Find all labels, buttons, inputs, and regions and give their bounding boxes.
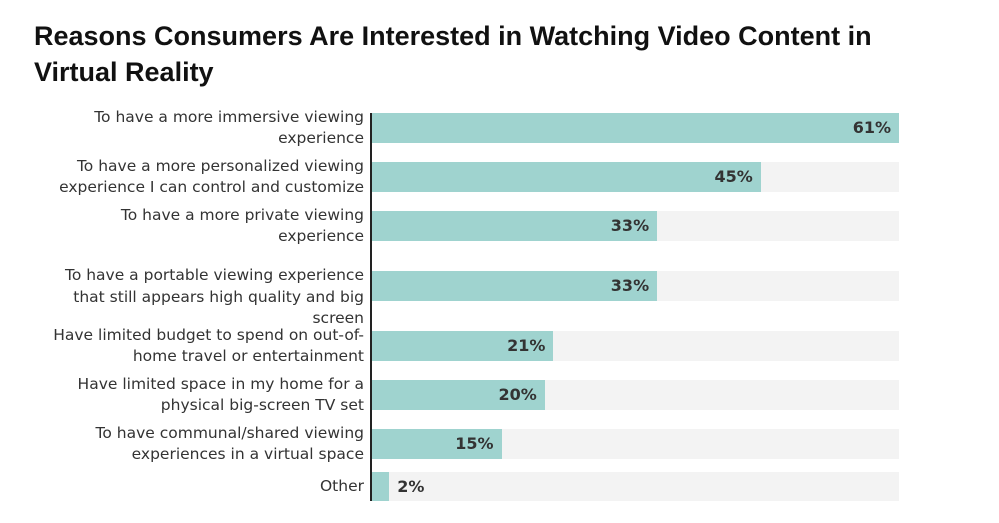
data-label: 45% — [714, 167, 753, 186]
data-label: 15% — [455, 434, 494, 453]
data-label: 61% — [852, 118, 891, 137]
category-label-line: Other — [319, 476, 364, 495]
category-label-line: experience — [278, 129, 364, 147]
category-label: To have communal/shared viewing experienc… — [96, 423, 364, 466]
category-label-line: Have limited budget to spend on out-of- — [53, 325, 364, 344]
bar — [372, 113, 899, 143]
data-label: 21% — [507, 336, 546, 355]
data-label: 2% — [397, 476, 425, 496]
category-label-line: To have a more personalized viewing — [76, 156, 364, 175]
y-axis-line — [370, 113, 372, 501]
category-label-line: To have a portable viewing experience — [64, 266, 364, 284]
category-label: Have limited budget to spend on out-of-h… — [53, 325, 364, 368]
bar — [372, 472, 390, 501]
category-label: Other — [320, 476, 364, 498]
category-label: To have a more immersive viewing experien… — [94, 107, 364, 150]
chart-title: Reasons Consumers Are Interested in Watc… — [34, 21, 872, 87]
bar — [372, 380, 545, 410]
bar-track — [372, 472, 899, 501]
category-label: To have a more personalized viewing exper… — [59, 156, 364, 199]
category-label-line: To have a more private viewing — [120, 205, 364, 224]
category-label-line: To have a more immersive viewing — [94, 107, 364, 126]
bar — [372, 271, 658, 301]
data-label: 20% — [498, 385, 537, 404]
bar — [372, 429, 502, 459]
category-label-line: screen — [312, 309, 364, 327]
category-label-line: physical big-screen TV set — [160, 396, 364, 414]
data-label: 33% — [610, 216, 650, 235]
category-label-line: experience — [278, 227, 364, 245]
bar — [372, 331, 554, 361]
category-label-line: home travel or entertainment — [132, 347, 364, 365]
category-label: To have a more private viewing experience — [121, 205, 364, 248]
category-label: Have limited space in my home for a physi… — [78, 374, 364, 417]
bar — [372, 162, 761, 192]
category-label-line: experience I can control and customize — [59, 178, 364, 196]
category-label-line: Have limited space in my home for a — [77, 374, 364, 393]
category-label-line: experiences in a virtual space — [131, 445, 364, 463]
category-label: To have a portable viewing experience tha… — [65, 265, 364, 330]
category-label-line: To have communal/shared viewing — [95, 423, 364, 442]
category-label-line: that still appears high quality and big — [73, 287, 364, 306]
data-label: 33% — [610, 276, 650, 295]
bar — [372, 211, 658, 241]
